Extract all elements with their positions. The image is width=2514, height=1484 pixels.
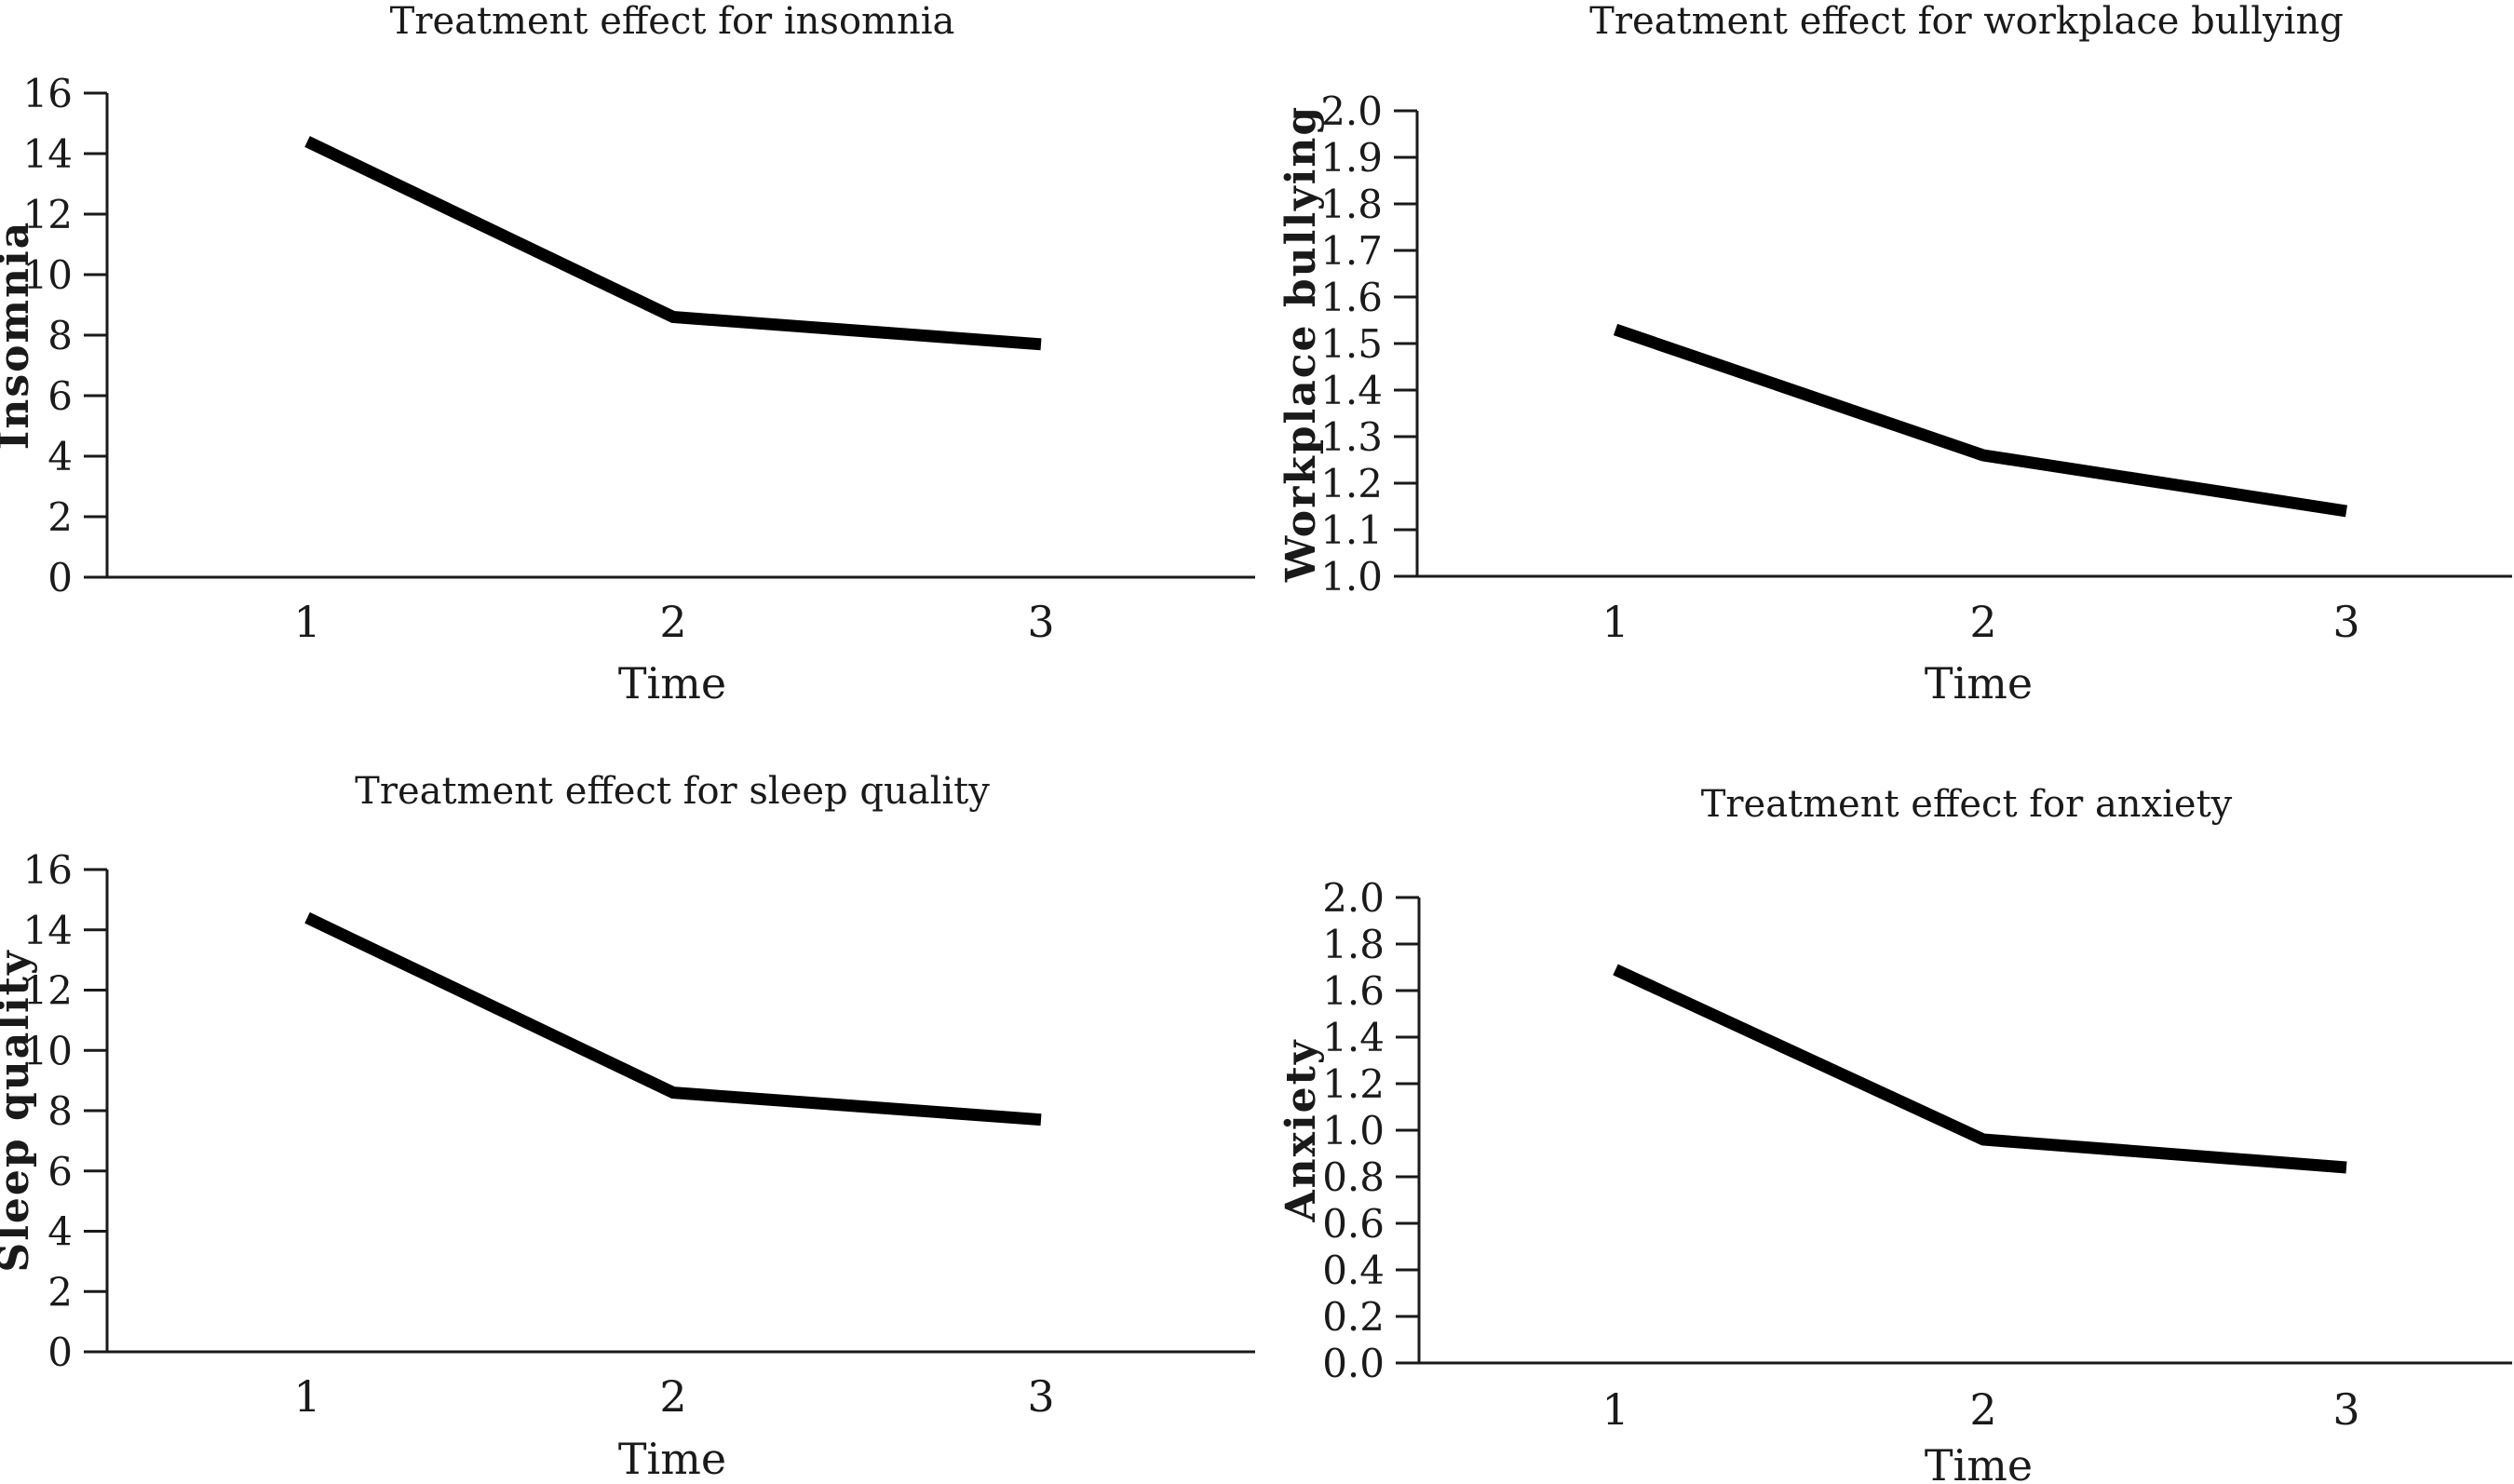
axes: 0.00.20.40.60.81.01.21.41.61.82.0 1 2 3 — [1322, 875, 2512, 1435]
x-tick-label: 1 — [1602, 1384, 1629, 1435]
y-tick-label: 2.0 — [1320, 88, 1383, 134]
x-tick-label: 3 — [1027, 1371, 1054, 1422]
y-tick-label: 14 — [23, 131, 73, 177]
y-tick-label: 16 — [23, 847, 73, 893]
chart-title: Treatment effect for workplace bullying — [1589, 0, 2344, 43]
y-tick-label: 1.4 — [1322, 1015, 1385, 1060]
x-tick-label: 1 — [293, 597, 320, 647]
workplace-bullying-plot: Treatment effect for workplace bullying … — [1277, 0, 2512, 708]
y-tick-label: 10 — [23, 1028, 73, 1073]
x-tick-label: 2 — [659, 1371, 686, 1422]
chart-anxiety: Treatment effect for anxiety Anxiety Tim… — [1257, 742, 2514, 1484]
treatment-effect-line — [304, 911, 1042, 1126]
x-tick-label: 2 — [659, 597, 686, 647]
y-tick-label: 8 — [47, 1088, 73, 1134]
y-tick-label: 6 — [47, 1149, 73, 1194]
y-tick-label: 0 — [47, 555, 73, 600]
y-tick-label: 0.0 — [1322, 1341, 1385, 1386]
y-tick-label: 4 — [47, 434, 73, 479]
axis-spine — [105, 93, 1255, 579]
y-tick-label: 1.6 — [1322, 968, 1385, 1014]
y-tick-label: 0.2 — [1322, 1294, 1385, 1340]
y-tick-label: 2 — [47, 1269, 73, 1315]
x-tick-label: 1 — [1602, 597, 1629, 647]
y-tick-label: 1.2 — [1322, 1061, 1385, 1107]
y-tick-label: 1.8 — [1320, 182, 1383, 227]
x-axis-label: Time — [618, 658, 726, 708]
y-tick-label: 0 — [47, 1329, 73, 1375]
x-axis-label: Time — [1925, 658, 2033, 708]
chart-sleep-quality: Treatment effect for sleep quality Sleep… — [0, 742, 1257, 1484]
y-tick-label: 10 — [23, 252, 73, 298]
y-tick-label: 1.4 — [1320, 368, 1383, 413]
y-tick-label: 16 — [23, 71, 73, 116]
y-tick-label: 1.7 — [1320, 228, 1383, 274]
y-tick-label: 2.0 — [1322, 875, 1385, 921]
x-tick-label: 3 — [2332, 1384, 2359, 1435]
treatment-effect-line — [1613, 323, 2347, 518]
chart-insomnia: Treatment effect for insomnia Insomnia T… — [0, 0, 1257, 742]
y-tick-label: 2 — [47, 494, 73, 540]
x-tick-label: 3 — [1027, 597, 1054, 647]
x-tick-label: 2 — [1969, 1384, 1996, 1435]
chart-title: Treatment effect for sleep quality — [355, 770, 990, 813]
y-axis-label: Anxiety — [1277, 1039, 1325, 1223]
y-tick-label: 1.3 — [1320, 414, 1383, 460]
chart-title: Treatment effect for anxiety — [1701, 783, 2233, 826]
y-tick-label: 0.8 — [1322, 1154, 1385, 1200]
x-axis-label: Time — [618, 1434, 726, 1484]
y-tick-label: 1.9 — [1320, 135, 1383, 181]
chart-workplace-bullying: Treatment effect for workplace bullying … — [1257, 0, 2514, 742]
y-tick-label: 1.6 — [1320, 275, 1383, 320]
y-tick-label: 6 — [47, 373, 73, 419]
y-tick-label: 1.5 — [1320, 321, 1383, 367]
axis-spine — [1415, 111, 2512, 578]
y-axis-label: Sleep quality — [0, 949, 38, 1272]
data-line — [304, 911, 1042, 1126]
y-tick-label: 12 — [23, 192, 73, 237]
treatment-effect-line — [1613, 964, 2347, 1174]
y-tick-label: 4 — [47, 1209, 73, 1255]
y-tick-label: 1.1 — [1320, 507, 1383, 553]
y-tick-label: 0.6 — [1322, 1201, 1385, 1247]
y-axis-label: Insomnia — [0, 221, 38, 450]
y-axis-label: Workplace bullying — [1277, 105, 1325, 583]
y-tick-label: 1.2 — [1320, 461, 1383, 506]
data-line — [1613, 323, 2347, 518]
y-tick-label: 0.4 — [1322, 1248, 1385, 1293]
sleep-quality-plot: Treatment effect for sleep quality Sleep… — [0, 770, 1255, 1484]
x-tick-label: 3 — [2332, 597, 2359, 647]
y-tick-label: 1.0 — [1322, 1108, 1385, 1153]
y-tick-label: 1.8 — [1322, 922, 1385, 967]
treatment-effect-line — [304, 136, 1042, 351]
y-tick-label: 1.0 — [1320, 554, 1383, 600]
chart-title: Treatment effect for insomnia — [390, 0, 955, 43]
y-tick-label: 8 — [47, 313, 73, 358]
anxiety-plot: Treatment effect for anxiety Anxiety Tim… — [1277, 783, 2512, 1484]
y-tick-label: 12 — [23, 968, 73, 1014]
axes: 1.01.11.21.31.41.51.61.71.81.92.0 1 2 3 — [1320, 88, 2512, 647]
x-axis-label: Time — [1925, 1440, 2033, 1484]
data-line — [1613, 964, 2347, 1174]
axis-spine — [105, 870, 1255, 1354]
y-tick-label: 14 — [23, 908, 73, 953]
x-tick-label: 2 — [1969, 597, 1996, 647]
insomnia-plot: Treatment effect for insomnia Insomnia T… — [0, 0, 1255, 708]
x-tick-label: 1 — [293, 1371, 320, 1422]
data-line — [304, 136, 1042, 351]
